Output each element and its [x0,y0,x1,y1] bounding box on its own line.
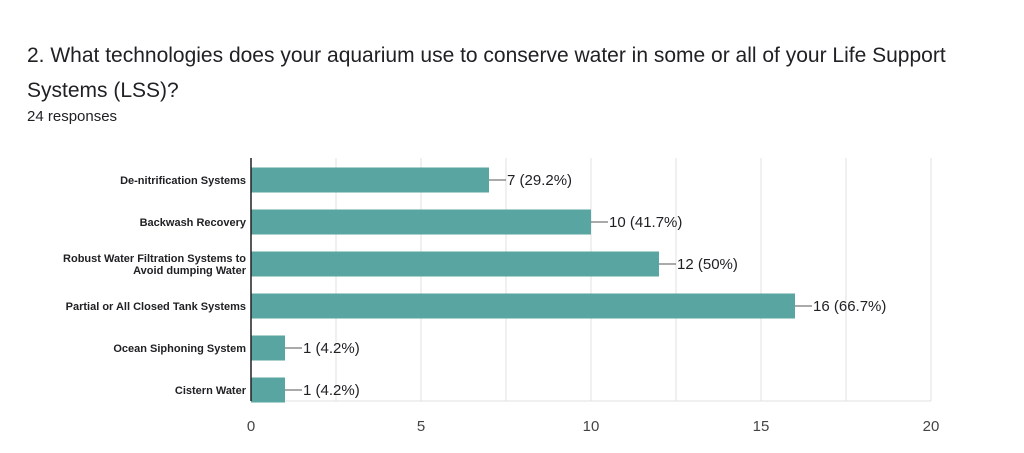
data-label: 16 (66.7%) [813,298,886,315]
category-label: De-nitrification Systems [120,175,246,187]
bar [251,377,285,403]
data-label: 1 (4.2%) [303,340,360,357]
x-tick-label: 10 [583,418,600,435]
category-label: Ocean Siphoning System [113,343,246,355]
data-label: 7 (29.2%) [507,172,572,189]
x-tick-label: 0 [247,418,255,435]
bar [251,167,489,193]
bar [251,251,659,277]
response-count: 24 responses [27,108,118,125]
category-label: Partial or All Closed Tank Systems [66,301,246,313]
x-tick-label: 5 [417,418,425,435]
bar [251,335,285,361]
data-label: 12 (50%) [677,256,738,273]
category-label: Robust Water Filtration Systems to Avoid … [63,253,247,277]
x-tick-label: 20 [923,418,940,435]
category-label: Backwash Recovery [140,217,247,229]
bar [251,293,795,319]
x-tick-label: 15 [753,418,770,435]
data-label: 10 (41.7%) [609,214,682,231]
data-label: 1 (4.2%) [303,382,360,399]
bar [251,209,591,235]
question-title: 2. What technologies does your aquarium … [27,44,946,102]
category-label: Cistern Water [175,385,247,397]
